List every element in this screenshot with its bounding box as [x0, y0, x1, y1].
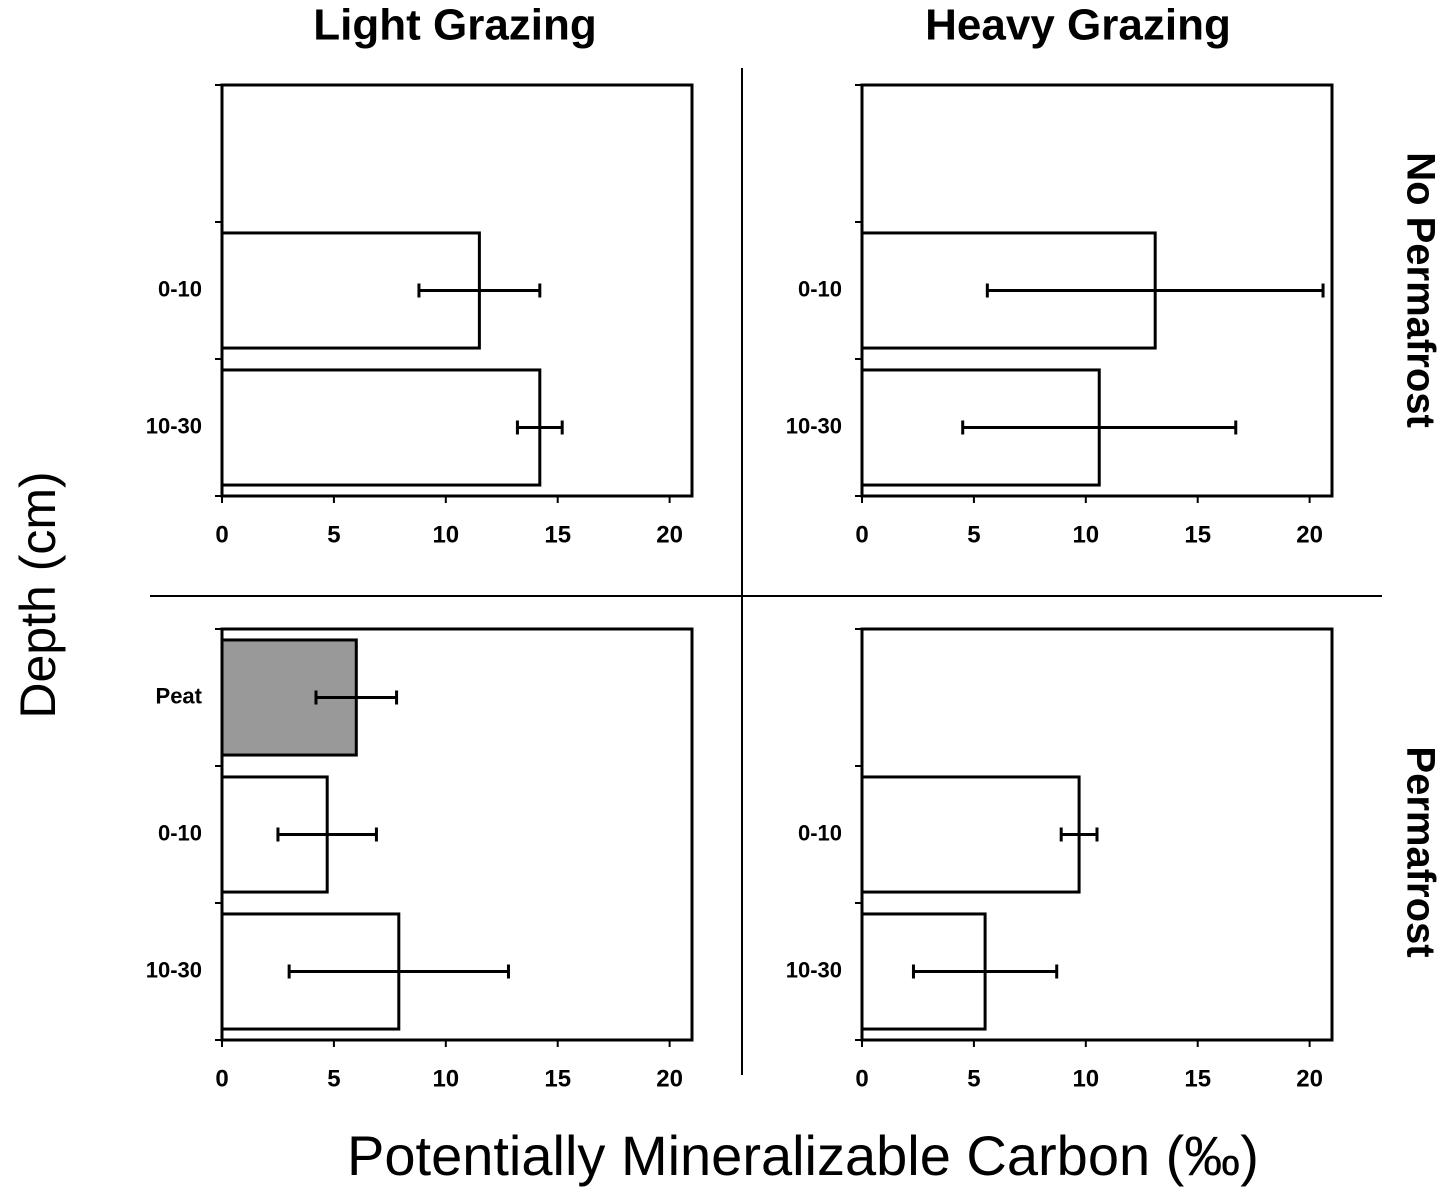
x-axis-label: Potentially Mineralizable Carbon (‰): [347, 1124, 1259, 1187]
x-tick-label: 15: [1184, 1065, 1211, 1092]
error-bar: [417, 283, 542, 298]
error-bar: [276, 827, 378, 842]
error-bar: [287, 964, 510, 979]
x-tick-label: 0: [855, 521, 868, 548]
y-tick-label: 0-10: [158, 276, 202, 301]
x-tick-label: 0: [855, 1065, 868, 1092]
x-tick-label: 15: [544, 1065, 571, 1092]
y-tick-label: 10-30: [786, 957, 842, 982]
error-bar: [961, 420, 1238, 435]
row-title: No Permafrost: [1398, 152, 1442, 428]
y-tick-label: 10-30: [146, 413, 202, 438]
column-title: Light Grazing: [313, 1, 597, 50]
bar: [220, 368, 542, 487]
error-bar: [515, 420, 564, 435]
x-tick-label: 5: [327, 521, 340, 548]
x-tick-label: 15: [544, 521, 571, 548]
x-tick-label: 10: [432, 521, 459, 548]
y-tick-label: 0-10: [158, 820, 202, 845]
x-tick-label: 10: [1072, 521, 1099, 548]
x-tick-label: 20: [1296, 1065, 1323, 1092]
x-tick-label: 5: [327, 1065, 340, 1092]
y-axis-label: Depth (cm): [10, 471, 66, 718]
y-tick-label: Peat: [156, 683, 203, 708]
x-tick-label: 15: [1184, 521, 1211, 548]
x-tick-label: 20: [656, 1065, 683, 1092]
x-tick-label: 10: [1072, 1065, 1099, 1092]
x-tick-label: 20: [656, 521, 683, 548]
x-tick-label: 10: [432, 1065, 459, 1092]
y-tick-label: 10-30: [146, 957, 202, 982]
error-bar: [1059, 827, 1099, 842]
y-tick-label: 0-10: [798, 820, 842, 845]
error-bar: [985, 283, 1325, 298]
y-tick-label: 0-10: [798, 276, 842, 301]
y-tick-label: 10-30: [786, 413, 842, 438]
x-tick-label: 0: [215, 521, 228, 548]
x-tick-label: 5: [967, 521, 980, 548]
row-title: Permafrost: [1398, 746, 1442, 957]
x-tick-label: 5: [967, 1065, 980, 1092]
error-bar: [911, 964, 1059, 979]
error-bar: [314, 690, 399, 705]
column-title: Heavy Grazing: [925, 1, 1231, 50]
x-tick-label: 0: [215, 1065, 228, 1092]
bar: [860, 775, 1081, 894]
x-tick-label: 20: [1296, 521, 1323, 548]
